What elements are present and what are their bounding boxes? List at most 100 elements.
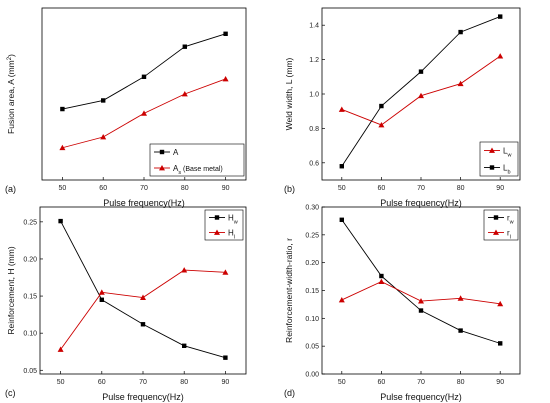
legend-label: Hl (228, 229, 235, 241)
chart-panel-1: 50 60 70 80 90 Pulse frequency(Hz) Fusion area… (5, 7, 247, 208)
legend-marker (214, 215, 220, 220)
x-tick-label: 70 (139, 379, 147, 386)
data-point (379, 103, 384, 109)
x-axis-label: Pulse frequency(Hz) (103, 198, 185, 208)
data-point (57, 346, 64, 352)
data-point (418, 308, 424, 313)
data-point (222, 269, 229, 275)
data-point (379, 273, 384, 279)
y-tick-label: 1.2 (309, 57, 319, 64)
data-point (338, 106, 345, 112)
series-line-1 (341, 55, 501, 126)
legend-marker (214, 229, 220, 235)
legend-box (149, 143, 245, 177)
data-point (141, 110, 147, 116)
data-point (140, 294, 146, 300)
data-point (182, 343, 187, 348)
y-tick-label: 0.15 (305, 288, 319, 295)
data-point (458, 29, 463, 35)
x-axis-label: Pulse frequency(Hz) (380, 392, 462, 402)
panel-label: (d) (284, 388, 295, 398)
legend-marker (489, 147, 495, 153)
y-tick-label: 0.20 (305, 260, 319, 267)
data-point (182, 44, 187, 49)
y-tick-label: 0.25 (305, 232, 319, 239)
y-tick-label: 0.10 (305, 316, 319, 323)
legend-label: As (Base metal) (173, 164, 223, 176)
y-tick-label: 0.30 (305, 205, 319, 212)
legend-label: Lw (503, 147, 511, 159)
panel-label: (c) (5, 388, 16, 398)
data-point (458, 328, 463, 333)
data-point (99, 297, 104, 302)
legend-marker (493, 229, 499, 235)
y-tick-label: 0.05 (23, 368, 37, 375)
data-point (58, 218, 63, 224)
x-tick-label: 70 (417, 379, 425, 386)
data-point (59, 144, 66, 151)
x-axis-label: Pulse frequency(Hz) (380, 198, 462, 208)
y-tick-label: 0.10 (23, 331, 37, 338)
legend-label: rl (507, 229, 511, 241)
series-line-1 (341, 219, 501, 344)
legend-label: Hw (228, 214, 238, 226)
x-tick-label: 70 (417, 185, 425, 192)
x-tick-label: 80 (181, 185, 189, 192)
data-point (339, 217, 344, 223)
legend-marker (159, 149, 165, 155)
data-point (223, 31, 228, 36)
x-tick-label: 50 (338, 185, 346, 192)
y-axis-label: Fusion area, A (mm2) (6, 54, 16, 134)
data-point (101, 98, 106, 103)
legend-box (479, 141, 519, 177)
data-point (338, 296, 345, 303)
y-axis-label: Reinforcement, H (mm) (6, 246, 16, 334)
series-line-1 (60, 220, 226, 359)
x-tick-label: 60 (378, 379, 386, 386)
data-point (418, 298, 424, 304)
legend-marker (489, 165, 495, 170)
x-tick-label: 90 (222, 185, 230, 192)
x-tick-label: 60 (99, 185, 107, 192)
data-point (498, 14, 503, 19)
y-tick-label: 1.4 (309, 23, 319, 30)
legend-label: A (173, 148, 179, 157)
data-point (378, 121, 385, 128)
legend-label: rw (507, 214, 514, 226)
data-point (141, 74, 147, 79)
data-point (457, 295, 464, 301)
data-point (100, 134, 107, 140)
x-tick-label: 60 (378, 185, 386, 192)
y-axis-label: Weld width, L (mm) (284, 57, 294, 130)
chart-panel-4: 50 60 70 80 90 0.00 0.05 0.10 0.15 0.20 0.25 0.30 Pu… (284, 205, 521, 402)
data-point (418, 69, 424, 74)
x-tick-label: 50 (59, 185, 67, 192)
data-point (181, 267, 188, 273)
legend-box (483, 209, 519, 241)
y-axis-label: Reinforcement-width-ratio, r (284, 238, 294, 343)
x-tick-label: 60 (98, 379, 106, 386)
legend-label: Lb (503, 164, 511, 176)
y-tick-label: 1.0 (309, 92, 319, 99)
series-line-1 (62, 33, 226, 110)
series-line-2 (60, 269, 226, 350)
data-point (98, 289, 105, 295)
data-point (497, 53, 504, 59)
panel-label: (a) (5, 184, 16, 194)
data-point (60, 106, 65, 112)
legend-marker (159, 165, 165, 171)
data-point (378, 278, 385, 284)
y-tick-label: 0.05 (305, 344, 319, 351)
y-tick-label: 0.25 (23, 219, 37, 226)
x-axis-label: Pulse frequency(Hz) (102, 392, 184, 402)
x-tick-label: 70 (140, 185, 148, 192)
x-tick-label: 90 (222, 379, 230, 386)
x-tick-label: 80 (180, 379, 188, 386)
y-tick-label: 0.20 (23, 256, 37, 263)
y-tick-label: 0.00 (305, 372, 319, 379)
x-tick-label: 80 (457, 185, 465, 192)
data-point (497, 300, 504, 307)
data-point (418, 92, 424, 99)
panel-label: (b) (284, 184, 295, 194)
